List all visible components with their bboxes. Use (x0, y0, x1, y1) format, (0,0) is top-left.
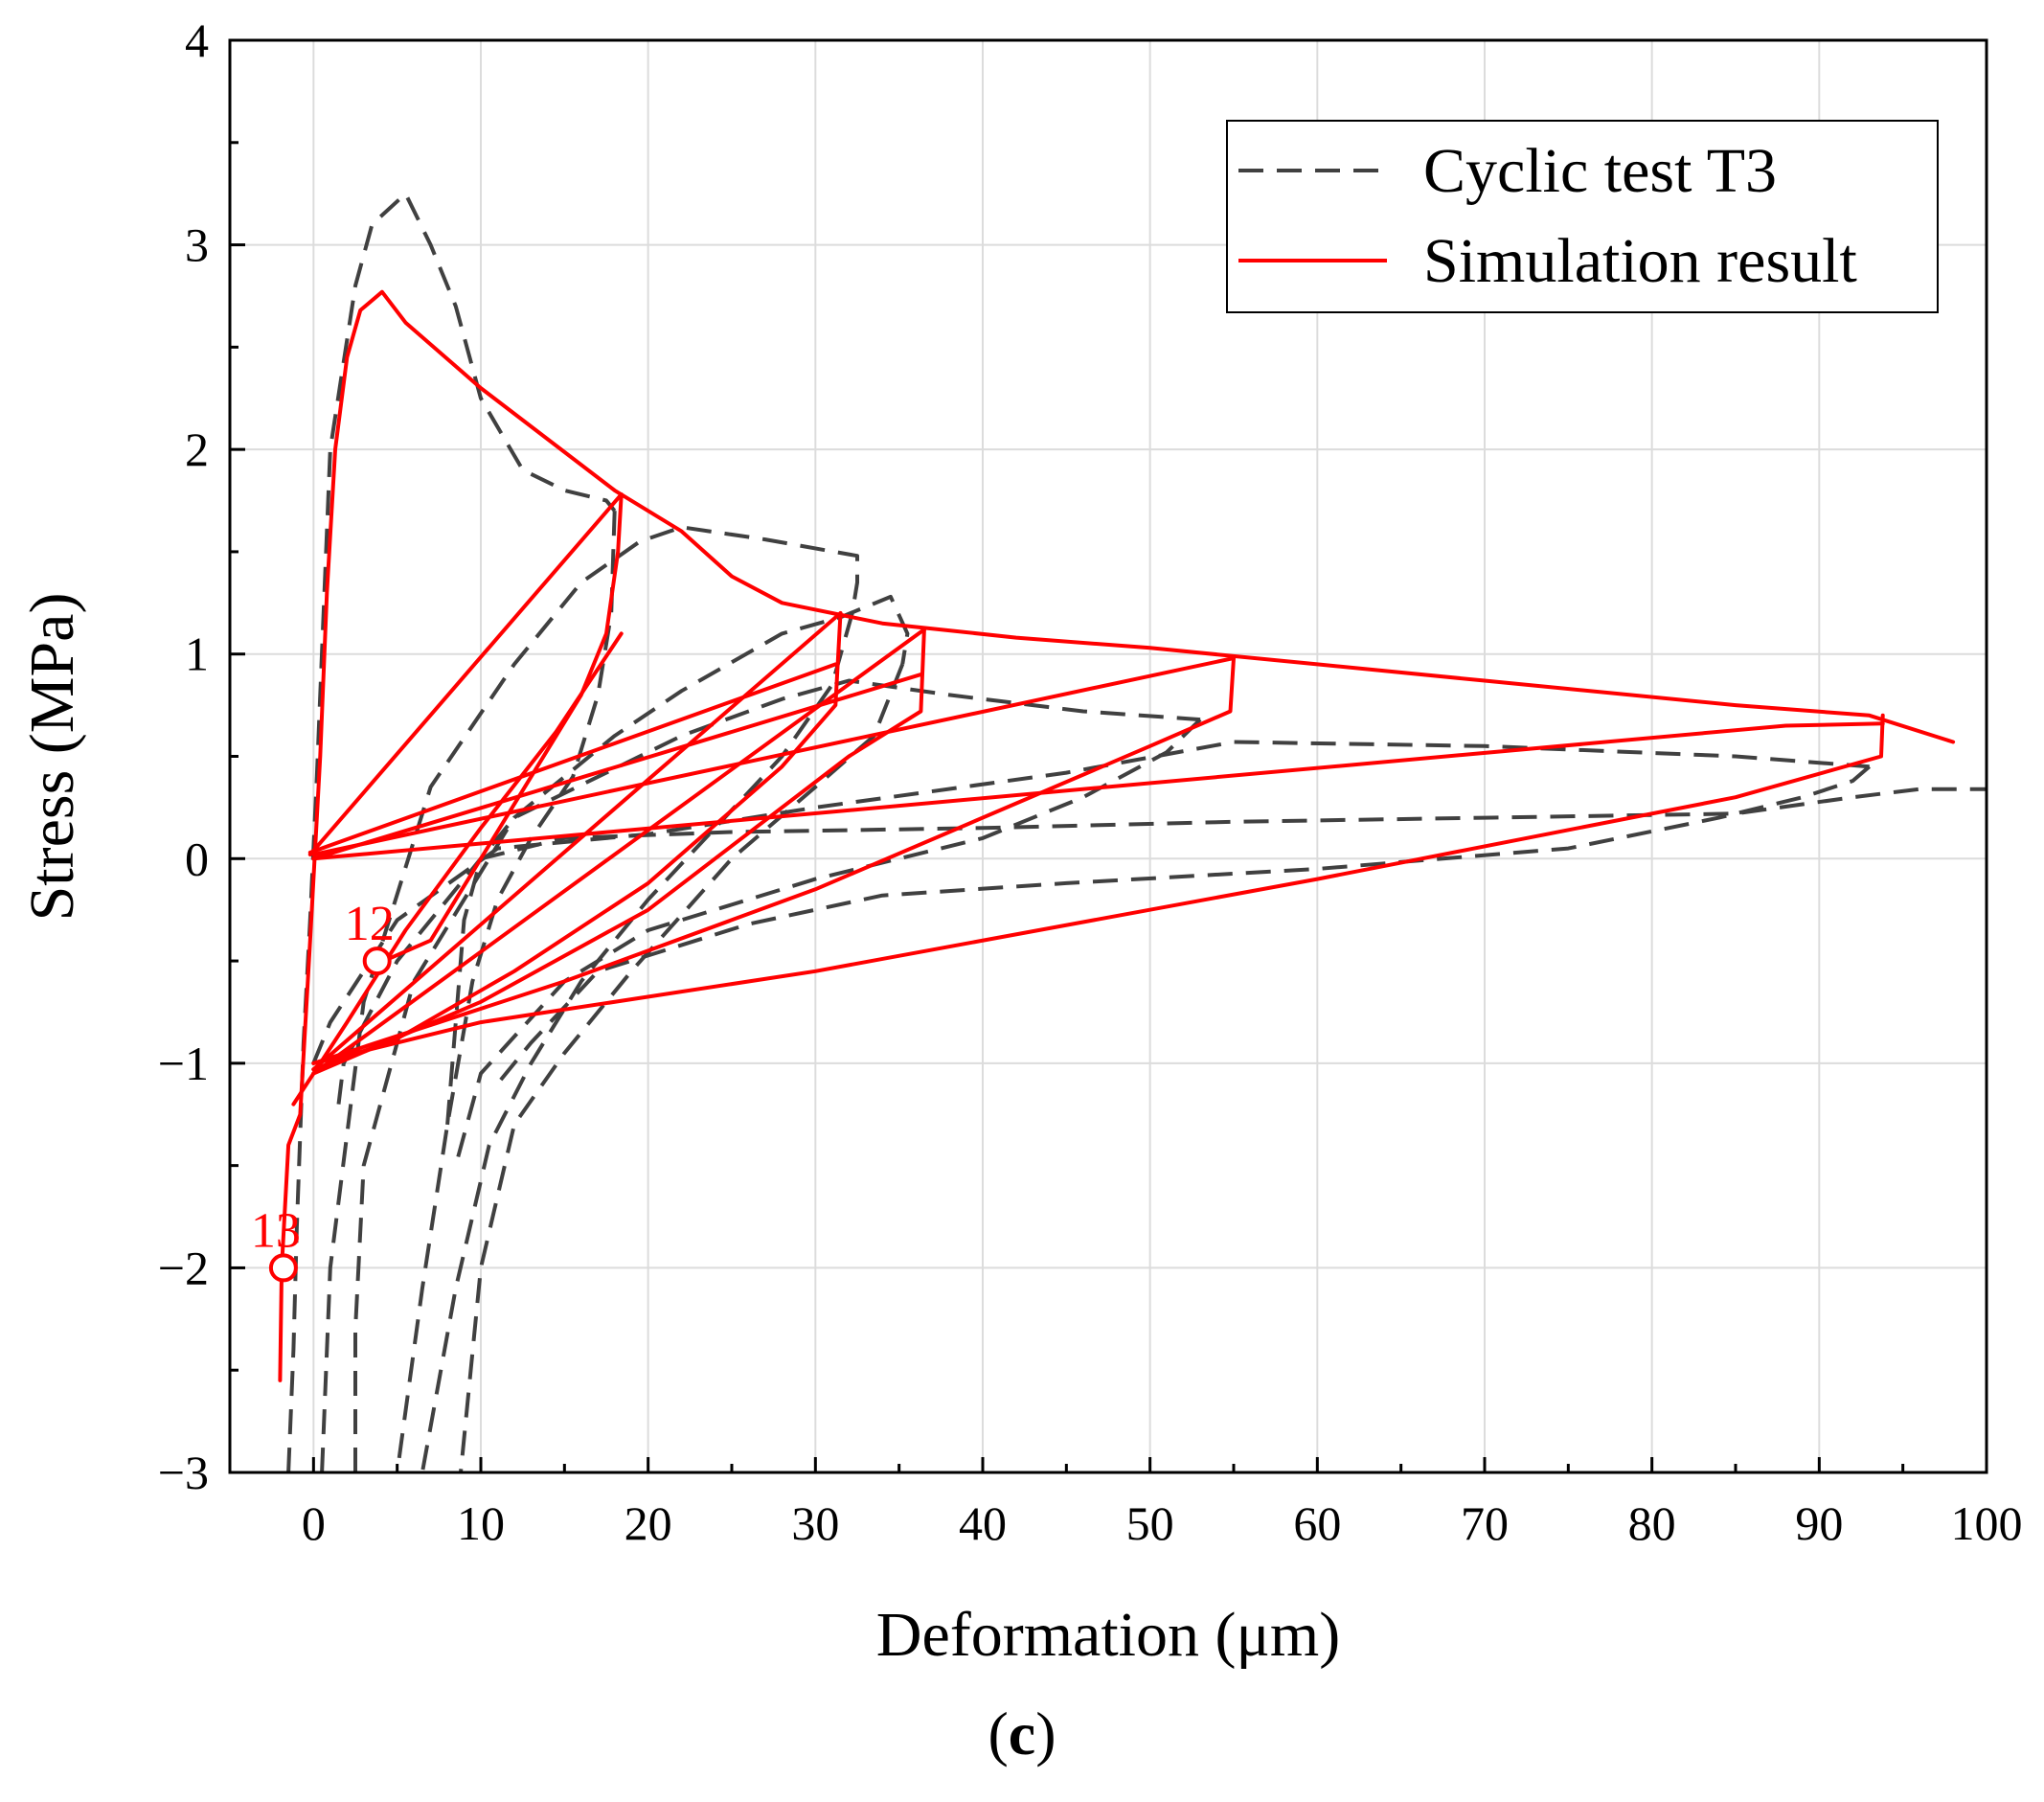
simulation-curve-segment (307, 492, 624, 856)
simulation-curve-segment (291, 631, 624, 1106)
simulation-curve-segment (307, 662, 838, 855)
y-tick-label: 1 (185, 627, 209, 681)
series-simulation (278, 289, 1956, 1382)
cyclic-test-curve-segment (336, 678, 1201, 1105)
legend-label-simulation: Simulation result (1423, 226, 1857, 296)
annotation-markers: 12 13 (251, 897, 395, 1283)
series-cyclic-test (286, 192, 1987, 1472)
simulation-curve-segment (311, 611, 843, 1072)
annotation-marker-12 (362, 947, 392, 976)
simulation-curve-segment (381, 492, 624, 964)
legend-box (1226, 120, 1939, 313)
y-tick-label: −2 (158, 1241, 209, 1294)
x-tick-label: 80 (1628, 1496, 1676, 1550)
y-tick-label: 4 (185, 13, 209, 67)
cyclic-test-curve-segment (395, 511, 617, 1472)
panel-label: (c) (0, 1703, 2044, 1765)
x-tick-labels: 0 10 20 30 40 50 60 70 80 90 100 (302, 1496, 2023, 1550)
simulation-curve-segment (311, 673, 923, 861)
annotation-marker-13 (268, 1253, 298, 1283)
y-tick-label: 0 (185, 832, 209, 885)
data-series (278, 192, 1987, 1472)
legend-label-cyclic-test: Cyclic test T3 (1423, 136, 1777, 206)
x-tick-label: 100 (1951, 1496, 2023, 1550)
x-tick-label: 30 (791, 1496, 839, 1550)
axis-ticks (230, 141, 1905, 1472)
legend: Cyclic test T3 Simulation result (1226, 120, 1939, 313)
simulation-curve-segment (311, 627, 926, 1076)
cyclic-test-curve-segment (459, 663, 905, 1472)
simulation-curve-segment (311, 656, 1236, 1065)
x-tick-label: 10 (457, 1496, 505, 1550)
x-tick-label: 50 (1126, 1496, 1174, 1550)
cyclic-test-curve-segment (495, 764, 1872, 1085)
y-tick-label: 2 (185, 422, 209, 476)
simulation-curve-segment (311, 721, 1885, 861)
y-tick-label: −3 (158, 1446, 209, 1499)
simulation-curve-segment (311, 713, 1885, 1065)
annotation-label-12: 12 (345, 897, 395, 951)
simulation-curve-segment (311, 656, 1236, 856)
x-tick-label: 60 (1293, 1496, 1341, 1550)
y-axis-label: Stress (MPa) (17, 593, 87, 922)
y-tick-label: 3 (185, 218, 209, 272)
x-axis-label: Deformation (μm) (876, 1600, 1340, 1670)
panel-label-open-paren: ( (988, 1699, 1009, 1768)
simulation-curve-segment (278, 289, 1956, 1382)
x-tick-label: 20 (625, 1496, 672, 1550)
cyclic-test-curve-segment (453, 718, 1202, 1167)
cyclic-test-curve-segment (353, 594, 910, 1472)
cyclic-test-curve-segment (320, 525, 859, 1472)
x-tick-label: 40 (959, 1496, 1007, 1550)
x-tick-label: 90 (1795, 1496, 1843, 1550)
panel-label-letter: c (1008, 1699, 1036, 1768)
grid-lines (230, 40, 1987, 1472)
x-tick-label: 0 (302, 1496, 326, 1550)
cyclic-test-curve-segment (420, 612, 854, 1472)
y-tick-labels: −3 −2 −1 0 1 2 3 4 (158, 13, 209, 1499)
cyclic-test-curve-segment (286, 192, 617, 1472)
y-tick-label: −1 (158, 1037, 209, 1090)
x-tick-label: 70 (1461, 1496, 1509, 1550)
annotation-label-13: 13 (251, 1203, 301, 1258)
cyclic-test-curve-segment (445, 787, 1987, 1126)
panel-label-close-paren: ) (1035, 1699, 1056, 1768)
